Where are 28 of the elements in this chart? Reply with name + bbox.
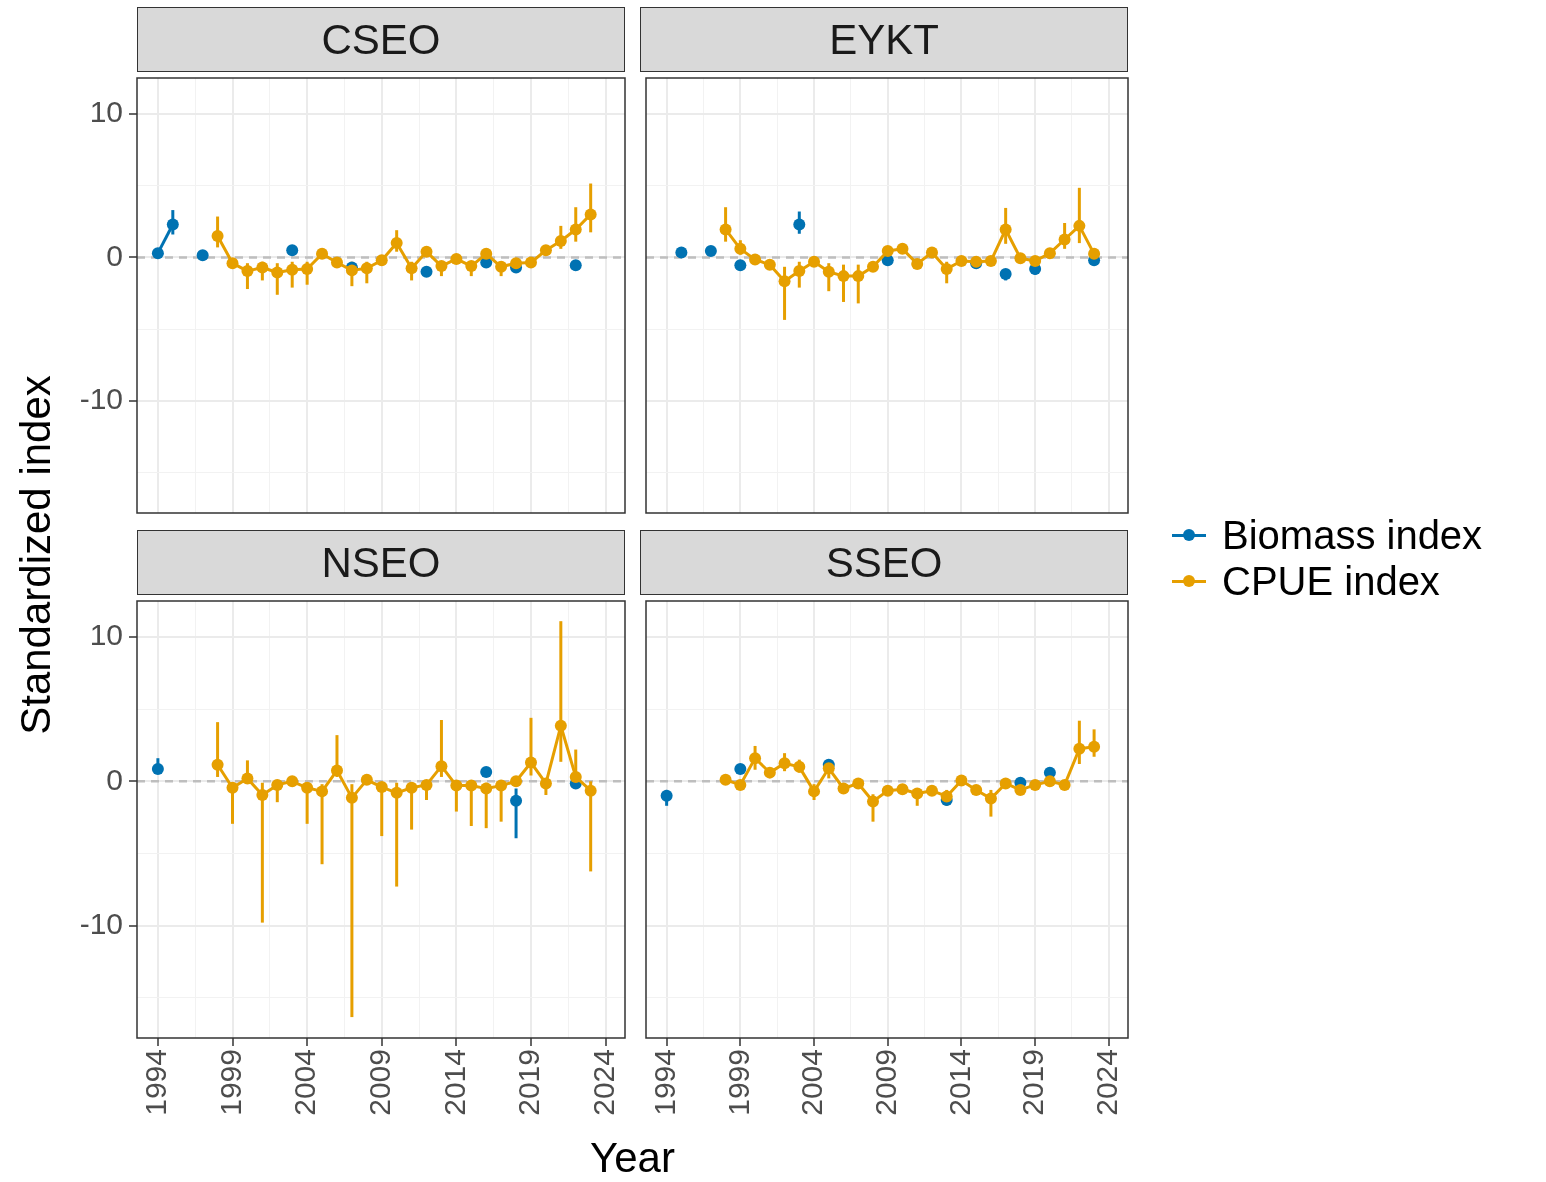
x-tick-label: 1999 [213, 1049, 247, 1116]
y-tick-label: -10 [79, 382, 123, 416]
x-tick-label: 2019 [1016, 1049, 1050, 1116]
y-tick-label: 0 [106, 762, 123, 796]
legend-label: CPUE index [1222, 558, 1440, 604]
chart-title: NSEO [137, 530, 625, 595]
y-tick-label: 0 [106, 238, 123, 272]
x-tick-label: 2009 [869, 1049, 902, 1116]
x-tick-label: 1994 [139, 1049, 173, 1116]
x-axis-title: Year [590, 1134, 675, 1182]
chart-title: EYKT [640, 7, 1128, 72]
x-tick-label: 2019 [512, 1049, 546, 1116]
x-tick-label: 2004 [288, 1049, 322, 1116]
y-tick-label: 10 [89, 95, 123, 129]
x-tick-label: 2014 [437, 1049, 471, 1116]
y-axis-title: Standardized index [11, 375, 60, 735]
x-tick-label: 1999 [721, 1049, 755, 1116]
chart-title: CSEO [137, 7, 625, 72]
x-tick-label: 2004 [795, 1049, 829, 1116]
y-tick-label: 10 [89, 618, 123, 652]
y-tick-label: -10 [79, 906, 123, 940]
x-tick-label: 2009 [363, 1049, 397, 1116]
x-tick-label: 2014 [942, 1049, 976, 1116]
x-tick-label: 1994 [647, 1049, 681, 1116]
x-tick-label: 2024 [1090, 1049, 1124, 1116]
chart-title: SSEO [640, 530, 1128, 595]
legend-label: Biomass index [1222, 512, 1483, 558]
x-tick-label: 2024 [586, 1049, 620, 1116]
